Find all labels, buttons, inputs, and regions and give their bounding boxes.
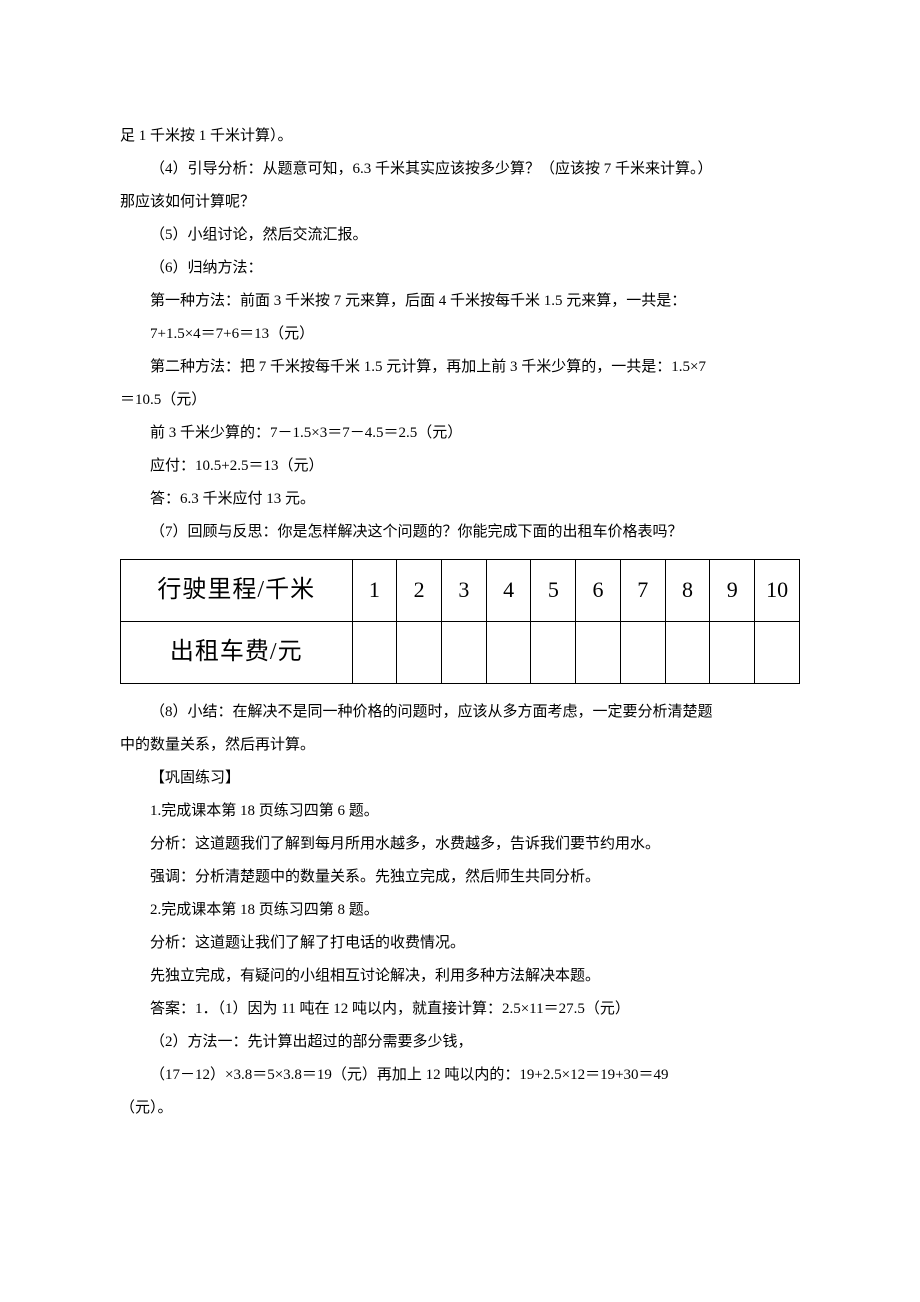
paragraph: 强调：分析清楚题中的数量关系。先独立完成，然后师生共同分析。 — [120, 861, 800, 894]
paragraph: 应付：10.5+2.5＝13（元） — [120, 450, 800, 483]
table-header-distance: 行驶里程/千米 — [121, 560, 353, 622]
paragraph: 分析：这道题让我们了解了打电话的收费情况。 — [120, 927, 800, 960]
taxi-price-table: 行驶里程/千米 1 2 3 4 5 6 7 8 9 10 出租车费/元 — [120, 559, 800, 684]
paragraph: （7）回顾与反思：你是怎样解决这个问题的？你能完成下面的出租车价格表吗？ — [120, 516, 800, 549]
table-cell: 6 — [576, 560, 621, 622]
paragraph: 答案：1．（1）因为 11 吨在 12 吨以内，就直接计算：2.5×11＝27.… — [120, 993, 800, 1026]
paragraph: （元）。 — [120, 1092, 800, 1125]
document-page: 足 1 千米按 1 千米计算）。 （4）引导分析：从题意可知，6.3 千米其实应… — [0, 0, 920, 1302]
table-row: 行驶里程/千米 1 2 3 4 5 6 7 8 9 10 — [121, 560, 800, 622]
table-cell-empty — [710, 621, 755, 683]
paragraph: 先独立完成，有疑问的小组相互讨论解决，利用多种方法解决本题。 — [120, 960, 800, 993]
table-header-fare: 出租车费/元 — [121, 621, 353, 683]
table-cell: 7 — [620, 560, 665, 622]
table-cell: 3 — [441, 560, 486, 622]
paragraph: （8）小结：在解决不是同一种价格的问题时，应该从多方面考虑，一定要分析清楚题 — [120, 696, 800, 729]
table-cell: 4 — [486, 560, 531, 622]
table-cell-empty — [576, 621, 621, 683]
table-cell-empty — [486, 621, 531, 683]
table-cell-empty — [755, 621, 800, 683]
paragraph: （2）方法一：先计算出超过的部分需要多少钱， — [120, 1026, 800, 1059]
paragraph: 第二种方法：把 7 千米按每千米 1.5 元计算，再加上前 3 千米少算的，一共… — [120, 351, 800, 384]
table-cell-empty — [531, 621, 576, 683]
table-cell: 2 — [397, 560, 442, 622]
paragraph: 那应该如何计算呢？ — [120, 186, 800, 219]
paragraph: （6）归纳方法： — [120, 252, 800, 285]
paragraph: 前 3 千米少算的：7－1.5×3＝7－4.5＝2.5（元） — [120, 417, 800, 450]
table-cell-empty — [665, 621, 710, 683]
paragraph: 7+1.5×4＝7+6＝13（元） — [120, 318, 800, 351]
paragraph: 分析：这道题我们了解到每月所用水越多，水费越多，告诉我们要节约用水。 — [120, 828, 800, 861]
paragraph: 第一种方法：前面 3 千米按 7 元来算，后面 4 千米按每千米 1.5 元来算… — [120, 285, 800, 318]
section-heading: 【巩固练习】 — [120, 762, 800, 795]
table-cell: 1 — [352, 560, 397, 622]
paragraph: 答：6.3 千米应付 13 元。 — [120, 483, 800, 516]
paragraph: ＝10.5（元） — [120, 384, 800, 417]
paragraph: （17－12）×3.8＝5×3.8＝19（元）再加上 12 吨以内的：19+2.… — [120, 1059, 800, 1092]
table-cell-empty — [620, 621, 665, 683]
paragraph: （5）小组讨论，然后交流汇报。 — [120, 219, 800, 252]
table-cell-empty — [352, 621, 397, 683]
table-row: 出租车费/元 — [121, 621, 800, 683]
paragraph: 2.完成课本第 18 页练习四第 8 题。 — [120, 894, 800, 927]
paragraph: （4）引导分析：从题意可知，6.3 千米其实应该按多少算？（应该按 7 千米来计… — [120, 153, 800, 186]
table-cell-empty — [397, 621, 442, 683]
table-cell: 9 — [710, 560, 755, 622]
table-cell-empty — [441, 621, 486, 683]
paragraph: 1.完成课本第 18 页练习四第 6 题。 — [120, 795, 800, 828]
table-cell: 8 — [665, 560, 710, 622]
table-cell: 10 — [755, 560, 800, 622]
paragraph: 足 1 千米按 1 千米计算）。 — [120, 120, 800, 153]
table-cell: 5 — [531, 560, 576, 622]
paragraph: 中的数量关系，然后再计算。 — [120, 729, 800, 762]
